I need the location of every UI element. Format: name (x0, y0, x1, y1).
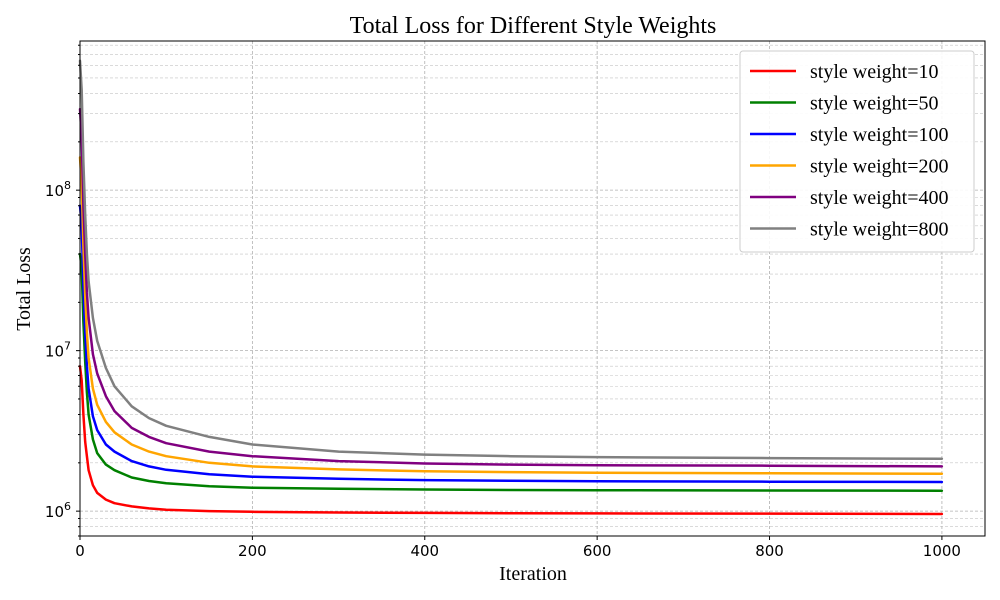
y-tick-label: 108 (45, 179, 71, 200)
legend-label: style weight=800 (810, 219, 949, 241)
x-axis: 0 200 400 600 800 1000 (75, 536, 961, 560)
x-tick-label: 200 (238, 542, 267, 560)
legend-box (739, 50, 975, 253)
x-tick-label: 400 (410, 542, 439, 560)
series-lines (78, 59, 944, 516)
series-line (78, 364, 944, 516)
series-line (78, 59, 944, 461)
x-tick-label: 600 (583, 542, 612, 560)
series-line (78, 204, 944, 484)
x-tick-label: 0 (75, 542, 85, 560)
legend-label: style weight=200 (810, 156, 949, 178)
x-tick-label: 1000 (923, 542, 961, 560)
legend-label: style weight=400 (810, 187, 949, 209)
y-axis: 106 107 108 (45, 44, 80, 537)
plot-frame (79, 40, 986, 537)
legend-label: style weight=50 (810, 93, 939, 115)
y-tick-label: 107 (45, 340, 71, 361)
series-line (78, 156, 944, 475)
chart-title: Total Loss for Different Style Weights (350, 13, 717, 39)
series-line (78, 107, 944, 468)
legend-label: style weight=100 (810, 124, 949, 146)
y-axis-label: Total Loss (13, 247, 35, 331)
x-tick-label: 800 (755, 542, 784, 560)
x-axis-label: Iteration (499, 563, 567, 585)
y-tick-label: 106 (45, 500, 71, 521)
legend-label: style weight=10 (810, 61, 939, 83)
legend: style weight=10 style weight=50 style weig… (739, 50, 975, 253)
series-line (78, 252, 944, 492)
